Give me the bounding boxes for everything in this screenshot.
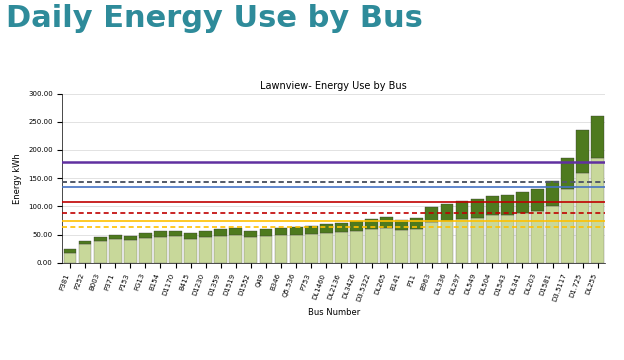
Text: Daily Energy Use by Bus: Daily Energy Use by Bus <box>6 4 423 33</box>
Bar <box>154 231 167 237</box>
Bar <box>260 229 273 236</box>
Bar <box>199 237 212 263</box>
Bar <box>214 236 227 263</box>
Bar <box>516 192 529 213</box>
Bar <box>79 241 92 244</box>
Bar <box>64 249 76 253</box>
Bar <box>592 116 604 158</box>
Bar <box>139 233 152 238</box>
Bar <box>456 201 469 219</box>
Bar <box>365 229 378 263</box>
Bar <box>592 158 604 263</box>
X-axis label: Bus Number: Bus Number <box>308 308 360 317</box>
Bar <box>305 226 318 234</box>
Bar <box>305 234 318 263</box>
Bar <box>426 222 438 263</box>
Bar <box>546 206 559 263</box>
Title: Lawnview- Energy Use by Bus: Lawnview- Energy Use by Bus <box>260 81 407 91</box>
Bar <box>470 199 484 218</box>
Bar <box>214 229 227 236</box>
Bar <box>531 189 544 211</box>
Bar <box>441 220 454 263</box>
Bar <box>139 238 152 263</box>
Y-axis label: Energy kWh: Energy kWh <box>13 153 22 203</box>
Bar <box>350 221 363 231</box>
Bar <box>411 218 423 229</box>
Bar <box>230 235 242 263</box>
Bar <box>485 215 499 263</box>
Bar <box>531 211 544 263</box>
Bar <box>501 194 514 215</box>
Bar <box>275 235 288 263</box>
Bar <box>184 239 197 263</box>
Bar <box>456 219 469 263</box>
Bar <box>169 231 182 236</box>
Bar <box>335 232 348 263</box>
Bar <box>516 213 529 263</box>
Bar <box>395 220 408 230</box>
Bar <box>64 253 76 263</box>
Bar <box>380 228 393 263</box>
Bar <box>350 231 363 263</box>
Bar <box>576 130 589 172</box>
Bar <box>290 235 303 263</box>
Bar <box>79 244 92 263</box>
Bar <box>94 241 107 263</box>
Bar <box>365 219 378 229</box>
Bar <box>245 238 257 263</box>
Bar <box>485 196 499 215</box>
Bar <box>561 158 574 189</box>
Bar <box>561 189 574 263</box>
Bar <box>245 231 257 238</box>
Bar <box>124 240 137 263</box>
Bar <box>576 172 589 263</box>
Bar <box>380 217 393 228</box>
Bar <box>426 207 438 222</box>
Bar <box>169 236 182 263</box>
Bar <box>290 227 303 235</box>
Bar <box>441 204 454 220</box>
Bar <box>320 224 333 234</box>
Bar <box>109 235 122 239</box>
Bar <box>335 223 348 232</box>
Bar <box>94 238 107 241</box>
Bar <box>470 218 484 263</box>
Bar <box>199 231 212 237</box>
Bar <box>411 229 423 263</box>
Bar <box>124 236 137 240</box>
Bar <box>275 228 288 235</box>
Bar <box>184 234 197 239</box>
Bar <box>260 236 273 263</box>
Bar <box>501 215 514 263</box>
Bar <box>320 234 333 263</box>
Bar <box>109 239 122 263</box>
Bar <box>154 237 167 263</box>
Bar <box>395 230 408 263</box>
Bar <box>546 181 559 206</box>
Bar <box>230 228 242 235</box>
